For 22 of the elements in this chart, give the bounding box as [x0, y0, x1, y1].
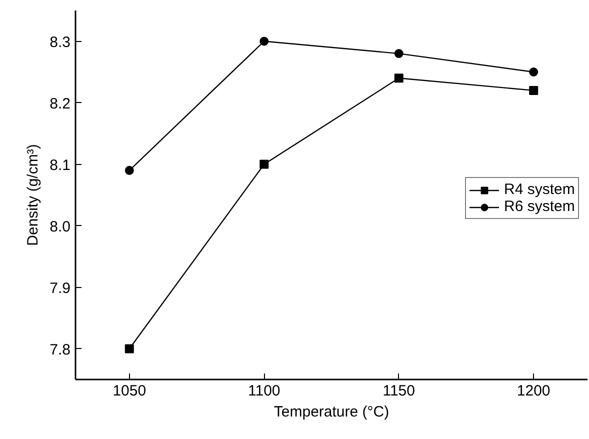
y-tick-label: 8.1 — [50, 156, 71, 174]
y-tick-label: 8.0 — [50, 218, 71, 236]
y-tick-label: 7.9 — [50, 280, 71, 297]
x-axis-title: Temperature (°C) — [274, 404, 390, 420]
point — [394, 49, 404, 58]
x-tick-label: 1050 — [112, 382, 146, 400]
y-tick-label: 8.3 — [50, 34, 71, 51]
point — [124, 344, 134, 354]
y-tick-label: 8.2 — [50, 95, 71, 112]
y-axis-title: Density (g/cm³) — [24, 144, 42, 246]
legend-label: R6 system — [504, 198, 575, 215]
point — [260, 36, 269, 46]
point — [394, 74, 404, 83]
point — [260, 160, 269, 169]
point — [124, 166, 134, 175]
legend-label: R4 system — [504, 181, 575, 198]
x-tick-label: 1200 — [516, 382, 550, 400]
x-tick-label: 1100 — [248, 382, 280, 400]
x-tick-label: 1150 — [382, 382, 416, 400]
point — [529, 86, 538, 95]
point — [529, 68, 538, 76]
y-tick-label: 7.8 — [50, 341, 71, 358]
